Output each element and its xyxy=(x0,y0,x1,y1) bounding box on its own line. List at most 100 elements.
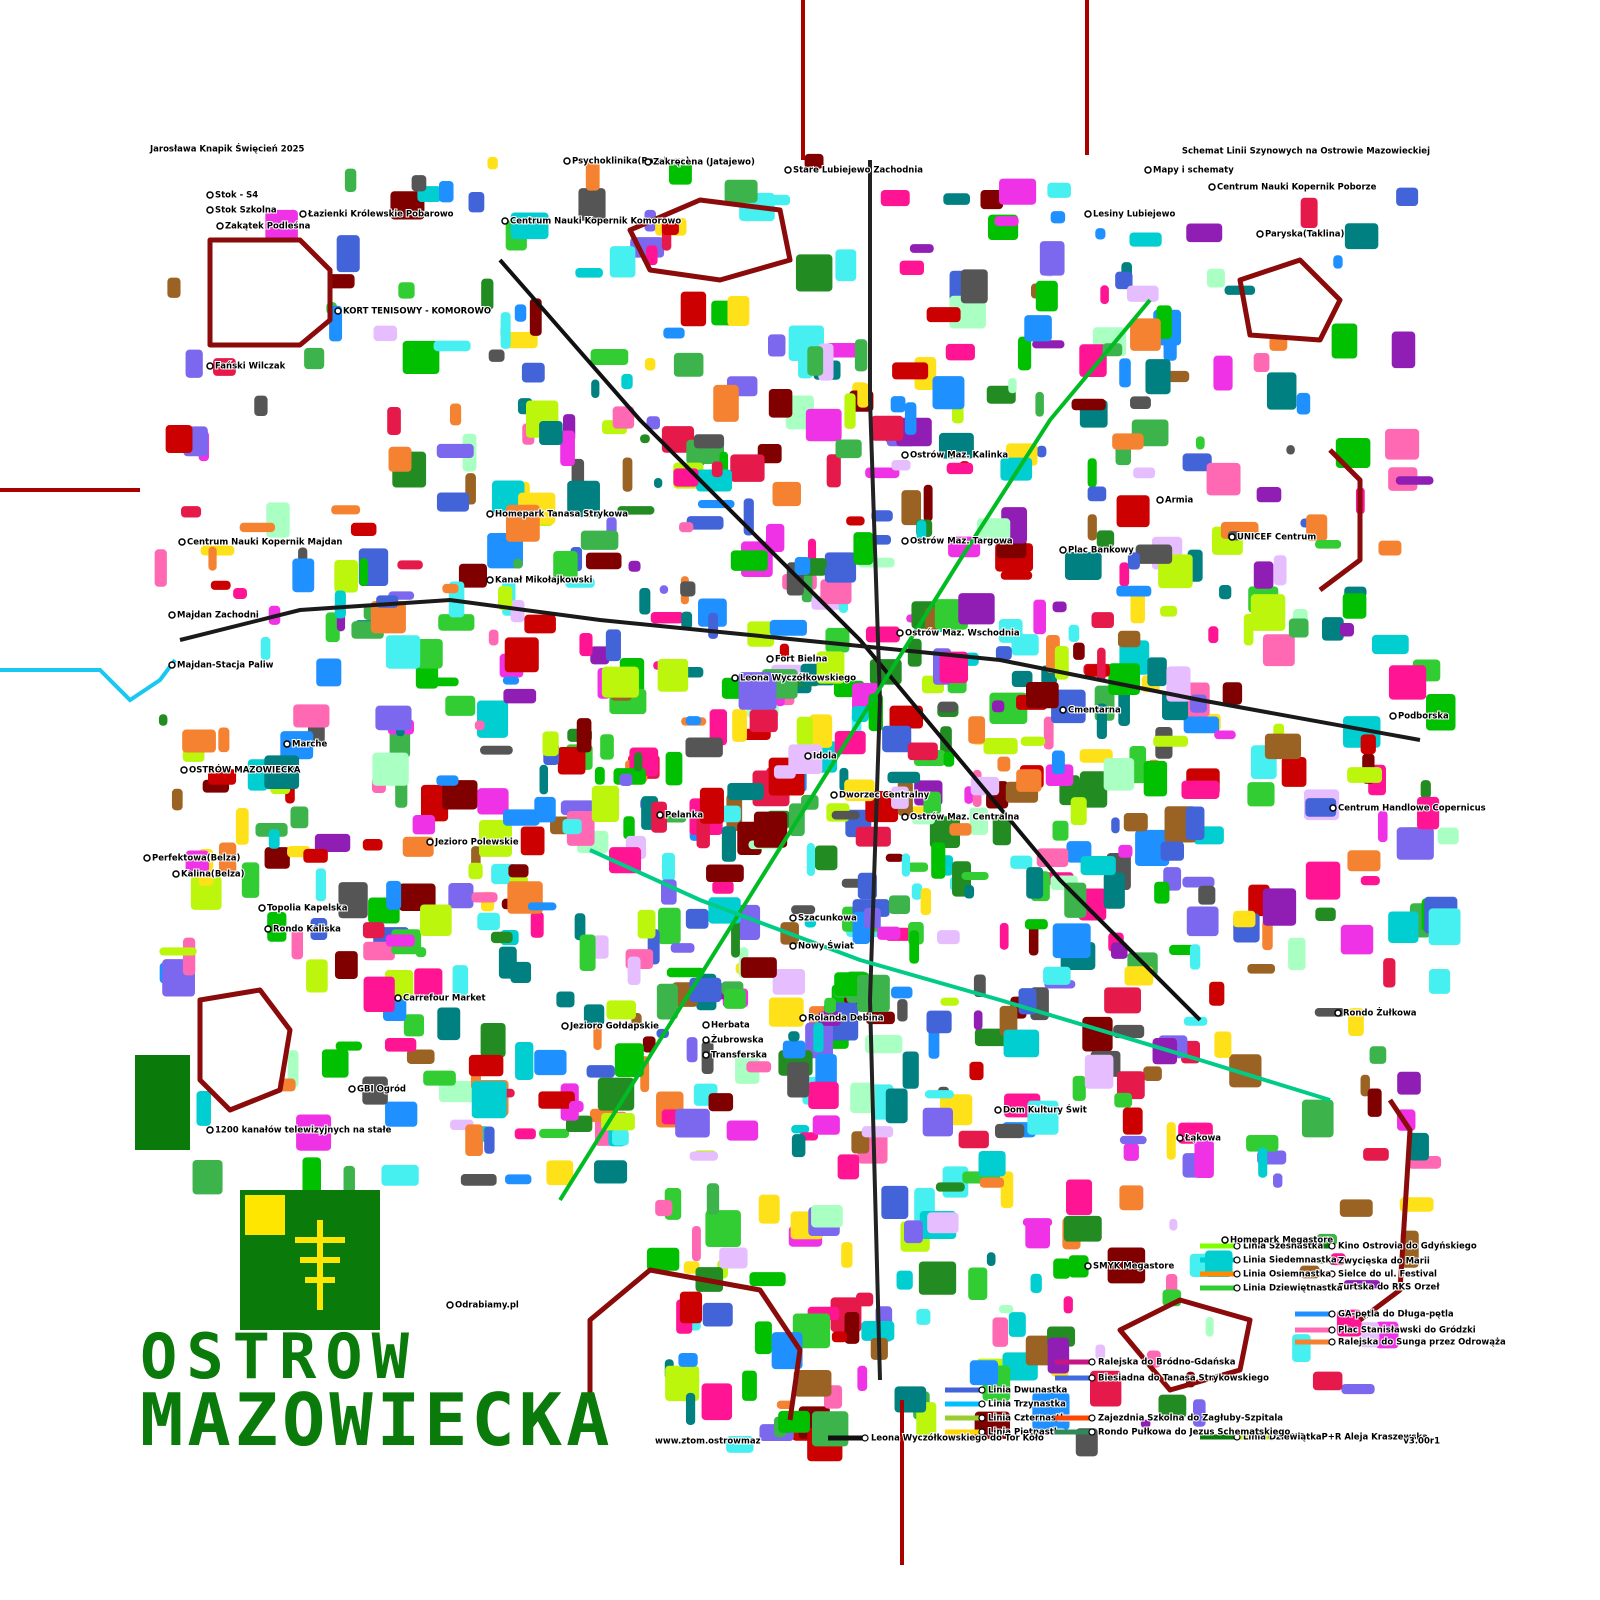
blob xyxy=(1183,716,1220,734)
blob xyxy=(471,892,498,903)
blob xyxy=(889,705,924,729)
blob xyxy=(787,1062,810,1098)
blob xyxy=(488,629,499,646)
blob xyxy=(411,175,427,192)
blob xyxy=(515,1041,534,1080)
blob xyxy=(510,212,549,240)
blob xyxy=(857,382,869,408)
blob xyxy=(1135,544,1173,564)
blob xyxy=(350,522,377,536)
station-label: Marche xyxy=(292,740,327,750)
blob xyxy=(685,737,723,758)
blob xyxy=(372,752,409,786)
route-label: Zwycięska do Marii xyxy=(1338,1257,1430,1267)
blob xyxy=(854,339,868,372)
blob xyxy=(1063,1215,1102,1242)
blob xyxy=(1070,797,1087,825)
blob xyxy=(791,1124,810,1134)
blob xyxy=(846,516,865,526)
blob xyxy=(685,1392,696,1425)
blob xyxy=(706,1183,720,1215)
blob xyxy=(1072,1075,1086,1101)
blob xyxy=(1050,211,1066,224)
blob xyxy=(1079,749,1113,763)
blob xyxy=(887,771,921,784)
route-dot xyxy=(1233,1284,1241,1292)
radial-exits xyxy=(0,0,1089,1565)
blob xyxy=(406,1049,435,1064)
blob xyxy=(534,1049,567,1076)
blob xyxy=(468,191,485,213)
blob xyxy=(1095,228,1106,240)
blob xyxy=(1378,540,1402,556)
blob xyxy=(268,829,280,849)
blob xyxy=(724,179,758,203)
station-dot xyxy=(1144,166,1152,174)
blob xyxy=(926,1010,952,1034)
version: v3.00r1 xyxy=(1403,1437,1440,1447)
blob xyxy=(210,580,231,590)
route-dot xyxy=(1328,1326,1336,1334)
station-label: Carrefour Market xyxy=(403,994,486,1004)
station-dot xyxy=(501,217,509,225)
blob xyxy=(304,347,325,370)
blob xyxy=(680,581,696,597)
blob xyxy=(218,842,237,874)
station-label: Centrum Handlowe Copernicus xyxy=(1338,804,1486,814)
blob xyxy=(438,180,454,203)
station-label: Dworzec Centralny xyxy=(839,791,930,801)
blob xyxy=(1262,634,1295,667)
blob xyxy=(296,1114,332,1151)
route-swatch xyxy=(828,1435,864,1441)
blob xyxy=(266,502,290,538)
blob xyxy=(813,1022,824,1053)
blob xyxy=(1420,780,1431,799)
station-label: Zakręcena (Jatajewo) xyxy=(653,158,755,168)
blob xyxy=(386,880,402,910)
blob xyxy=(680,291,707,327)
blob xyxy=(1047,1337,1070,1374)
station-dot xyxy=(283,740,291,748)
blob xyxy=(850,1082,876,1114)
blob xyxy=(653,478,663,489)
station-label: Armia xyxy=(1165,496,1194,506)
station-label: OSTRÓW MAZOWIECKA xyxy=(189,764,301,776)
blob xyxy=(844,1312,860,1344)
blob xyxy=(1229,1054,1262,1088)
blob xyxy=(646,416,661,430)
blob xyxy=(398,282,415,299)
blob xyxy=(1126,285,1159,302)
blob xyxy=(1340,924,1374,955)
blob xyxy=(923,791,942,815)
station-dot xyxy=(348,1085,356,1093)
blob xyxy=(958,1130,989,1149)
blob xyxy=(818,1011,841,1026)
blob xyxy=(937,701,958,713)
blob xyxy=(1233,910,1256,928)
blob xyxy=(992,1317,1009,1347)
blob xyxy=(1360,734,1376,755)
blob xyxy=(891,786,909,809)
route-label: Linia Siedemnastka xyxy=(1243,1256,1337,1266)
blob xyxy=(1397,1071,1421,1095)
route-label: Linia Trzynastka xyxy=(988,1400,1066,1410)
blob xyxy=(768,334,786,357)
blob xyxy=(1119,358,1131,388)
blob xyxy=(723,988,746,1009)
blob xyxy=(481,278,494,311)
blob xyxy=(1130,318,1161,351)
blob xyxy=(336,235,360,273)
blob xyxy=(303,848,328,863)
blob xyxy=(1178,1122,1213,1144)
blob xyxy=(520,826,545,856)
blob xyxy=(922,1107,953,1137)
blob xyxy=(375,705,412,731)
station-dot xyxy=(1208,183,1216,191)
blob xyxy=(586,1065,615,1078)
blob xyxy=(1266,372,1297,410)
station-dot xyxy=(206,191,214,199)
blob xyxy=(1209,981,1225,1006)
station-label: Zakątek Podleśna xyxy=(225,221,311,232)
station-label: Łąkowa xyxy=(1184,1134,1221,1144)
blob xyxy=(600,734,614,760)
